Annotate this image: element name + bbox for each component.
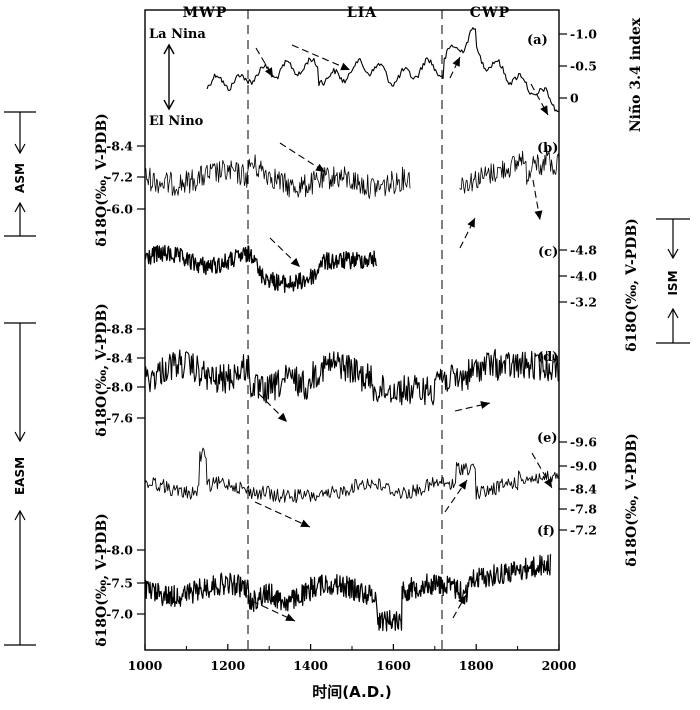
easm-bracket [4,322,36,646]
trend-arrow [269,237,301,268]
el-nino-label: El Nino [149,114,204,129]
trend-arrow [257,392,288,423]
y-tick-label-b: -7.2 [106,170,133,185]
y-tick-label-e: -7.8 [570,502,597,517]
c-axis-title: δ18O(‰, V-PDB) [624,218,640,352]
y-tick-label-b: -6.0 [106,202,133,217]
y-tick-label-c: -3.2 [570,295,597,310]
series-e-record [144,447,560,504]
panel-ticks: -1.0 -0.5 0 -8.4 -7.2 -6.0 -4.8 -4.0 -3.2 -8.8 -8.… [106,27,597,622]
y-tick-label-f: -7.0 [106,607,133,622]
d-axis-title: δ18O(‰, V-PDB) [94,303,110,437]
trend-arrow [279,142,326,173]
trend-arrow [532,179,543,221]
y-tick-label-a: -0.5 [570,59,597,74]
y-tick-label-f: -8.0 [106,543,133,558]
panel-label-a: (a) [527,33,548,48]
x-tick-label: 1600 [376,658,411,673]
panel-label-f: (f) [537,524,555,539]
period-label-cwp: CWP [470,5,510,21]
plot-frame [144,9,560,651]
series-d-record [144,348,560,406]
trend-arrows [251,44,553,622]
x-tick-label: 1200 [210,658,245,673]
series-c-record [144,244,378,293]
series-b-record-1 [144,154,411,199]
e-axis-title: δ18O(‰, V-PDB) [624,433,640,567]
trend-arrow [291,44,351,71]
nino-axis-title: Niño 3.4 index [627,17,644,132]
asm-label: ASM [13,163,27,193]
y-tick-label-b: -8.4 [106,139,133,154]
ism-bracket [656,218,690,344]
panel-label-d: (d) [537,350,558,365]
y-tick-label-d: -8.0 [106,380,133,395]
series-b-record-2 [459,146,560,194]
y-tick-label-d: -8.8 [106,322,133,337]
period-label-mwp: MWP [183,5,228,21]
y-tick-label-e: -8.4 [570,482,597,497]
trend-arrow [452,594,467,619]
y-tick-label-a: -1.0 [570,27,597,42]
y-tick-label-e: -9.6 [570,435,597,450]
panel-label-c: (c) [538,245,558,260]
panel-label-b: (b) [537,141,558,156]
y-tick-label-f: -7.5 [106,576,133,591]
y-tick-label-e: -9.0 [570,459,597,474]
trend-arrow [459,217,476,249]
ism-label: ISM [666,270,680,295]
y-tick-label-d: -7.6 [106,411,133,426]
series-lines [144,27,560,632]
trend-arrow [255,47,274,78]
b-axis-title: δ18O(‰, V-PDB) [94,113,110,247]
asm-bracket [4,111,36,237]
trend-arrow [254,501,311,528]
y-tick-label-a: 0 [570,91,579,106]
y-tick-label-d: -8.4 [106,351,133,366]
y-tick-label-c: -4.8 [570,243,597,258]
y-tick-label-c: -4.0 [570,269,597,284]
panel-label-e: (e) [537,431,558,446]
x-tick-label: 1800 [459,658,494,673]
x-tick-label: 1400 [293,658,328,673]
x-tick-label: 1000 [128,658,163,673]
x-axis: 1000 1200 1400 1600 1800 2000 [128,644,577,673]
series-a-nino-index [206,27,559,113]
f-axis-title: δ18O(‰, V-PDB) [94,513,110,647]
trend-arrow [454,401,491,412]
trend-arrow [449,56,461,79]
la-nina-label: La Nina [149,27,206,42]
easm-label: EASM [13,457,27,495]
enso-double-arrow [163,43,175,111]
series-f-record [144,554,552,632]
y-tick-label-e: -7.2 [570,523,597,538]
trend-arrow [251,600,296,622]
trend-arrow [531,452,553,489]
x-axis-title: 时间(A.D.) [312,683,391,701]
period-label-lia: LIA [347,5,377,21]
trend-arrow [444,479,468,513]
trend-arrow [530,83,549,116]
x-tick-label: 2000 [542,658,577,673]
